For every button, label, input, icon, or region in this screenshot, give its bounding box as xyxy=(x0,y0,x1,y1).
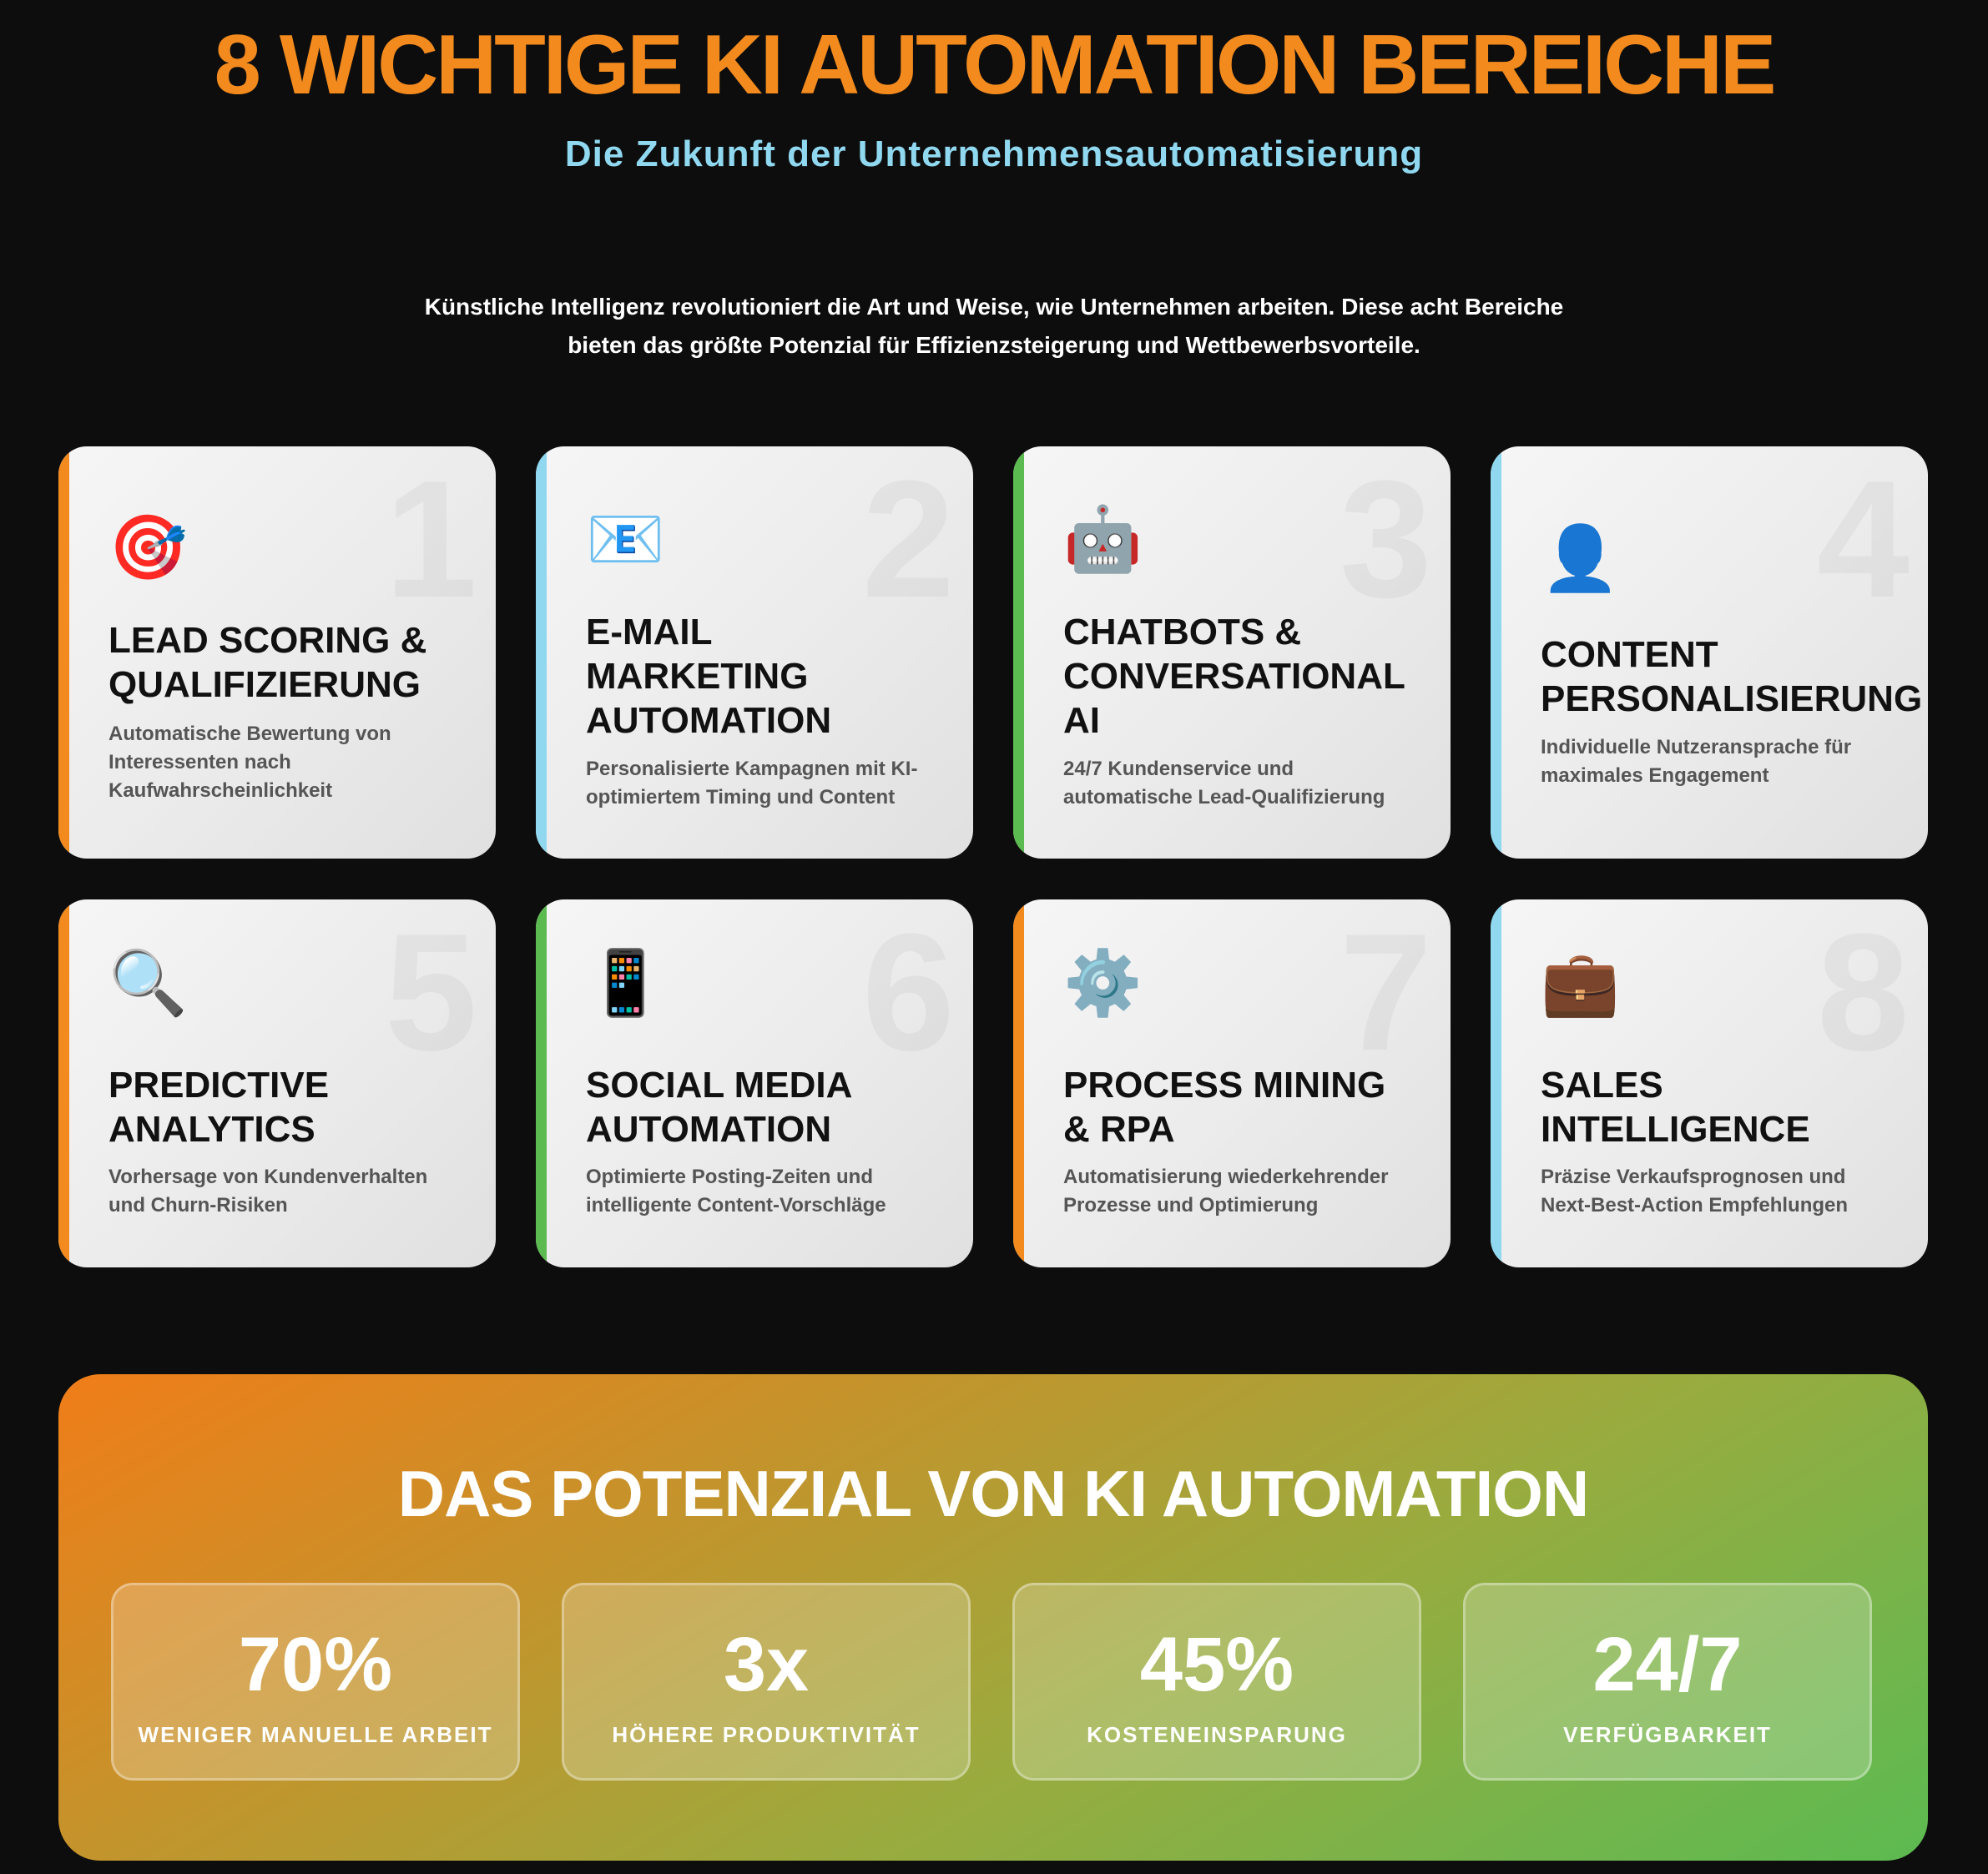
card-accent-bar xyxy=(58,899,69,1267)
intro-text: Künstliche Intelligenz revolutioniert di… xyxy=(424,294,1564,358)
card-description: Individuelle Nutzeransprache für maximal… xyxy=(1541,736,1852,787)
card-title: SALES INTELLIGENCE xyxy=(1541,1065,1810,1150)
stat-card: 70% WENIGER MANUELLE ARBEIT xyxy=(111,1583,520,1781)
smartphone-icon: 📱 xyxy=(586,948,665,1019)
card-title: SOCIAL MEDIA AUTOMATION xyxy=(586,1065,853,1150)
card-title: CONTENT PERSONALISIERUNG xyxy=(1541,634,1923,719)
card-accent-bar xyxy=(1013,446,1024,859)
card-number: 6 xyxy=(862,909,955,1076)
stat-card: 3x HÖHERE PRODUKTIVITÄT xyxy=(562,1583,971,1781)
area-card-social-media: 6 📱 SOCIAL MEDIA AUTOMATION Optimierte P… xyxy=(536,899,973,1267)
card-accent-bar xyxy=(536,899,547,1267)
page-title: 8 WICHTIGE KI AUTOMATION BEREICHE xyxy=(214,18,1777,112)
target-icon: 🎯 xyxy=(108,512,188,583)
card-title: PREDICTIVE ANALYTICS xyxy=(108,1065,330,1150)
stat-label: KOSTENEINSPARUNG xyxy=(1087,1722,1347,1747)
card-number: 1 xyxy=(385,456,477,623)
stat-value: 45% xyxy=(1139,1622,1294,1707)
stat-value: 24/7 xyxy=(1592,1622,1743,1707)
card-accent-bar xyxy=(1013,899,1024,1267)
card-accent-bar xyxy=(58,446,69,859)
magnifier-icon: 🔍 xyxy=(108,948,188,1019)
potential-title: DAS POTENZIAL VON KI AUTOMATION xyxy=(397,1457,1589,1530)
gear-icon: ⚙️ xyxy=(1063,948,1143,1019)
card-number: 5 xyxy=(385,909,477,1076)
card-number: 7 xyxy=(1340,909,1432,1076)
page-subtitle: Die Zukunft der Unternehmensautomatisier… xyxy=(564,133,1424,174)
area-card-chatbots: 3 🤖 CHATBOTS & CONVERSATIONAL AI 24/7 Ku… xyxy=(1013,446,1451,859)
stat-card: 24/7 VERFÜGBARKEIT xyxy=(1463,1583,1872,1781)
card-accent-bar xyxy=(1491,899,1501,1267)
area-card-content-personalisierung: 4 👤 CONTENT PERSONALISIERUNG Individuell… xyxy=(1491,446,1928,859)
card-title: PROCESS MINING & RPA xyxy=(1063,1065,1386,1150)
area-card-email-marketing: 2 📧 E-MAIL MARKETING AUTOMATION Personal… xyxy=(536,446,973,859)
card-description: 24/7 Kundenservice und automatische Lead… xyxy=(1063,758,1385,809)
stat-label: WENIGER MANUELLE ARBEIT xyxy=(138,1722,493,1747)
card-description: Personalisierte Kampagnen mit KI- optimi… xyxy=(586,758,918,809)
stat-value: 3x xyxy=(723,1622,810,1707)
card-description: Vorhersage von Kundenverhalten und Churn… xyxy=(108,1166,428,1217)
card-number: 3 xyxy=(1340,456,1432,623)
stat-card: 45% KOSTENEINSPARUNG xyxy=(1012,1583,1421,1781)
card-title: CHATBOTS & CONVERSATIONAL AI xyxy=(1063,612,1405,741)
area-card-lead-scoring: 1 🎯 LEAD SCORING & QUALIFIZIERUNG Automa… xyxy=(58,446,496,859)
stat-label: VERFÜGBARKEIT xyxy=(1563,1722,1772,1747)
area-card-process-mining: 7 ⚙️ PROCESS MINING & RPA Automatisierun… xyxy=(1013,899,1451,1267)
area-card-sales-intelligence: 8 💼 SALES INTELLIGENCE Präzise Verkaufsp… xyxy=(1491,899,1928,1267)
card-title: E-MAIL MARKETING AUTOMATION xyxy=(586,612,832,741)
card-description: Optimierte Posting-Zeiten und intelligen… xyxy=(586,1166,886,1217)
area-card-predictive-analytics: 5 🔍 PREDICTIVE ANALYTICS Vorhersage von … xyxy=(58,899,496,1267)
email-icon: 📧 xyxy=(586,504,665,575)
card-number: 4 xyxy=(1817,456,1910,623)
card-description: Automatische Bewertung von Interessenten… xyxy=(108,723,391,802)
briefcase-icon: 💼 xyxy=(1541,948,1620,1019)
stat-label: HÖHERE PRODUKTIVITÄT xyxy=(612,1722,921,1747)
user-silhouette-icon: 👤 xyxy=(1541,523,1620,594)
potential-panel: DAS POTENZIAL VON KI AUTOMATION 70% WENI… xyxy=(58,1374,1928,1861)
card-number: 2 xyxy=(862,456,955,623)
stat-value: 70% xyxy=(238,1622,393,1707)
card-accent-bar xyxy=(536,446,547,859)
card-description: Präzise Verkaufsprognosen und Next-Best-… xyxy=(1541,1166,1849,1217)
card-title: LEAD SCORING & QUALIFIZIERUNG xyxy=(108,620,427,705)
robot-icon: 🤖 xyxy=(1063,504,1143,575)
card-number: 8 xyxy=(1817,909,1910,1076)
card-description: Automatisierung wiederkehrender Prozesse… xyxy=(1063,1166,1389,1217)
card-accent-bar xyxy=(1491,446,1501,859)
